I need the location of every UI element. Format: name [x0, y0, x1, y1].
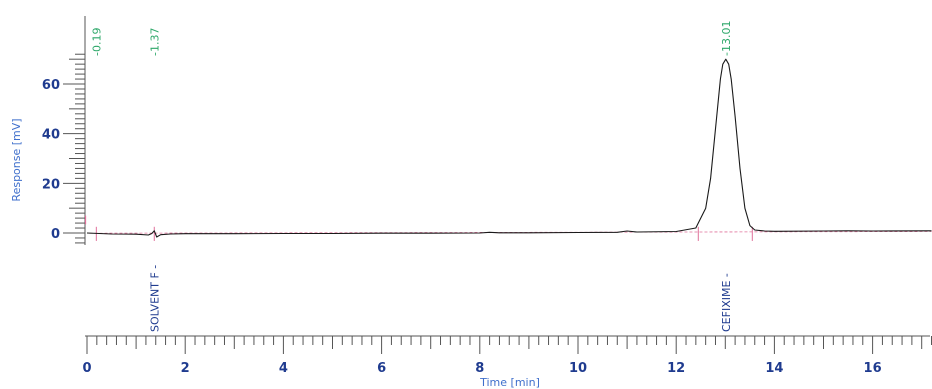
x-tick-label: 4 [279, 361, 288, 376]
x-tick-label: 0 [82, 361, 91, 376]
retention-time-label: -13.01 [720, 21, 733, 56]
y-axis-title: Response [mV] [10, 118, 23, 201]
retention-time-label: -1.37 [148, 28, 161, 56]
x-axis-title: Time [min] [479, 376, 540, 389]
labels: Time [min] Response [mV] -0.19 -1.37 -13.0… [10, 21, 733, 389]
y-tick-label: 0 [51, 227, 60, 242]
y-tick-label: 20 [42, 177, 60, 192]
chromatogram-trace [86, 58, 932, 238]
y-tick-label: 60 [42, 78, 60, 93]
x-tick-label: 6 [377, 361, 386, 376]
x-tick-label: 12 [667, 361, 685, 376]
peak-name-label: CEFIXIME - [720, 273, 733, 332]
retention-time-label: -0.19 [90, 28, 103, 56]
axes: 0 20 40 60 0 2 4 6 8 10 12 14 16 [42, 16, 932, 376]
x-tick-label: 2 [181, 361, 190, 376]
x-tick-label: 14 [765, 361, 783, 376]
x-tick-label: 16 [864, 361, 882, 376]
x-tick-label: 8 [475, 361, 484, 376]
peak-name-label: SOLVENT F - [148, 265, 161, 332]
x-tick-label: 10 [569, 361, 587, 376]
series-layer [86, 58, 932, 238]
peak-markers [84, 215, 932, 241]
y-tick-label: 40 [42, 128, 60, 143]
